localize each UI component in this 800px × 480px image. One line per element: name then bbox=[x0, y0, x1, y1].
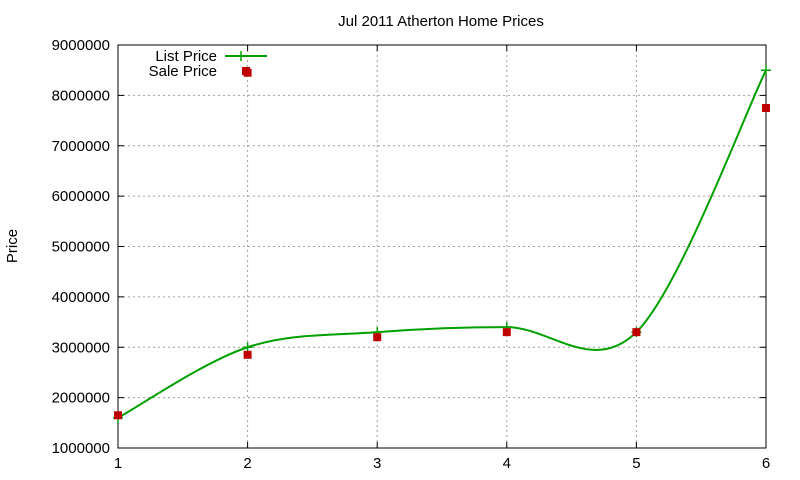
data-point-sale-price bbox=[373, 333, 382, 342]
x-tick-label: 4 bbox=[503, 455, 511, 472]
gridlines bbox=[118, 45, 766, 448]
series-line-list-price bbox=[117, 69, 767, 419]
y-tick-label: 8000000 bbox=[52, 87, 110, 104]
y-tick-label: 4000000 bbox=[52, 289, 110, 306]
y-tick-label: 5000000 bbox=[52, 239, 110, 256]
y-tick-label: 7000000 bbox=[52, 138, 110, 155]
x-tick-label: 5 bbox=[632, 455, 640, 472]
y-tick-label: 6000000 bbox=[52, 188, 110, 205]
x-tick-label: 3 bbox=[373, 455, 381, 472]
data-point-list-price bbox=[242, 342, 253, 353]
y-tick-label: 1000000 bbox=[52, 440, 110, 457]
legend-marker-sale-price bbox=[242, 67, 250, 75]
y-tick-label: 9000000 bbox=[52, 37, 110, 54]
data-point-sale-price bbox=[502, 328, 511, 337]
axis-ticks: 1000000 2000000 3000000 4000000 5000000 60000… bbox=[52, 37, 771, 472]
y-tick-label: 2000000 bbox=[52, 390, 110, 407]
legend-label-sale-price: Sale Price bbox=[149, 63, 217, 80]
data-point-sale-price bbox=[114, 411, 122, 420]
legend-label-list-price: List Price bbox=[155, 48, 217, 65]
y-tick-label: 3000000 bbox=[52, 339, 110, 356]
series-layer bbox=[113, 65, 771, 423]
legend-marker-list-price bbox=[236, 51, 246, 61]
y-axis-label: Price bbox=[4, 229, 21, 263]
x-tick-label: 1 bbox=[114, 455, 122, 472]
data-point-sale-price bbox=[243, 350, 252, 359]
x-tick-label: 6 bbox=[762, 455, 770, 472]
data-point-sale-price bbox=[762, 103, 770, 112]
x-tick-label: 2 bbox=[243, 455, 251, 472]
legend: List Price Sale Price bbox=[149, 48, 267, 80]
data-point-sale-price bbox=[632, 328, 641, 337]
chart-title: Jul 2011 Atherton Home Prices bbox=[338, 13, 544, 30]
legend-plus-glyph bbox=[236, 51, 246, 61]
data-point-list-price bbox=[761, 65, 771, 76]
